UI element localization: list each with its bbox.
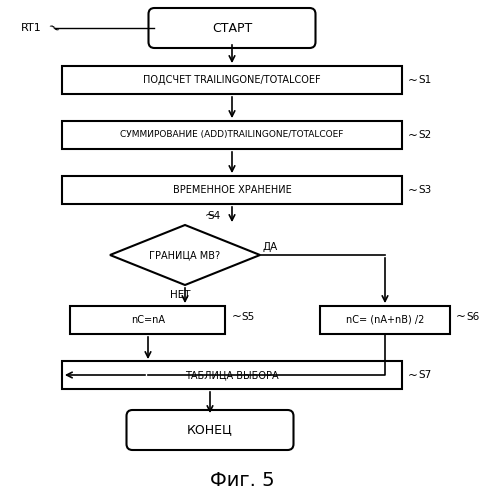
Text: S3: S3 [417, 185, 430, 195]
Text: ДА: ДА [262, 242, 278, 252]
Bar [70, 306, 225, 334]
Text: RT1: RT1 [21, 23, 42, 33]
Polygon shape [110, 225, 259, 285]
Text: СУММИРОВАНИЕ (ADD)TRAILINGONE/TOTALCOEF: СУММИРОВАНИЕ (ADD)TRAILINGONE/TOTALCOEF [120, 130, 343, 140]
Text: S5: S5 [241, 312, 254, 322]
Text: Фиг. 5: Фиг. 5 [209, 470, 274, 490]
Text: S6: S6 [465, 312, 478, 322]
Text: ~: ~ [44, 18, 62, 38]
Text: ~: ~ [205, 209, 214, 222]
Text: ПОДСЧЕТ TRAILINGONE/TOTALCOEF: ПОДСЧЕТ TRAILINGONE/TOTALCOEF [143, 75, 320, 85]
Text: ~: ~ [407, 74, 417, 86]
Text: ~: ~ [455, 310, 465, 323]
Text: ВРЕМЕННОЕ ХРАНЕНИЕ: ВРЕМЕННОЕ ХРАНЕНИЕ [172, 185, 291, 195]
Bar [62, 121, 401, 149]
Text: S7: S7 [417, 370, 430, 380]
Text: S2: S2 [417, 130, 430, 140]
Text: КОНЕЦ: КОНЕЦ [187, 424, 232, 436]
Text: НЕТ: НЕТ [169, 290, 190, 300]
Bar [62, 66, 401, 94]
Text: S1: S1 [417, 75, 430, 85]
Text: ~: ~ [231, 310, 241, 323]
Text: nC= (nA+nB) /2: nC= (nA+nB) /2 [345, 315, 424, 325]
Text: ТАБЛИЦА ВЫБОРА: ТАБЛИЦА ВЫБОРА [185, 370, 278, 380]
FancyBboxPatch shape [126, 410, 293, 450]
Text: ~: ~ [407, 184, 417, 196]
Text: nC=nA: nC=nA [131, 315, 165, 325]
Text: СТАРТ: СТАРТ [212, 22, 252, 35]
Bar [62, 176, 401, 204]
FancyBboxPatch shape [148, 8, 315, 48]
Text: ГРАНИЦА МВ?: ГРАНИЦА МВ? [149, 250, 220, 260]
Bar [319, 306, 449, 334]
Bar [62, 361, 401, 389]
Text: S4: S4 [207, 211, 220, 221]
Text: ~: ~ [407, 368, 417, 382]
Text: ~: ~ [407, 128, 417, 141]
